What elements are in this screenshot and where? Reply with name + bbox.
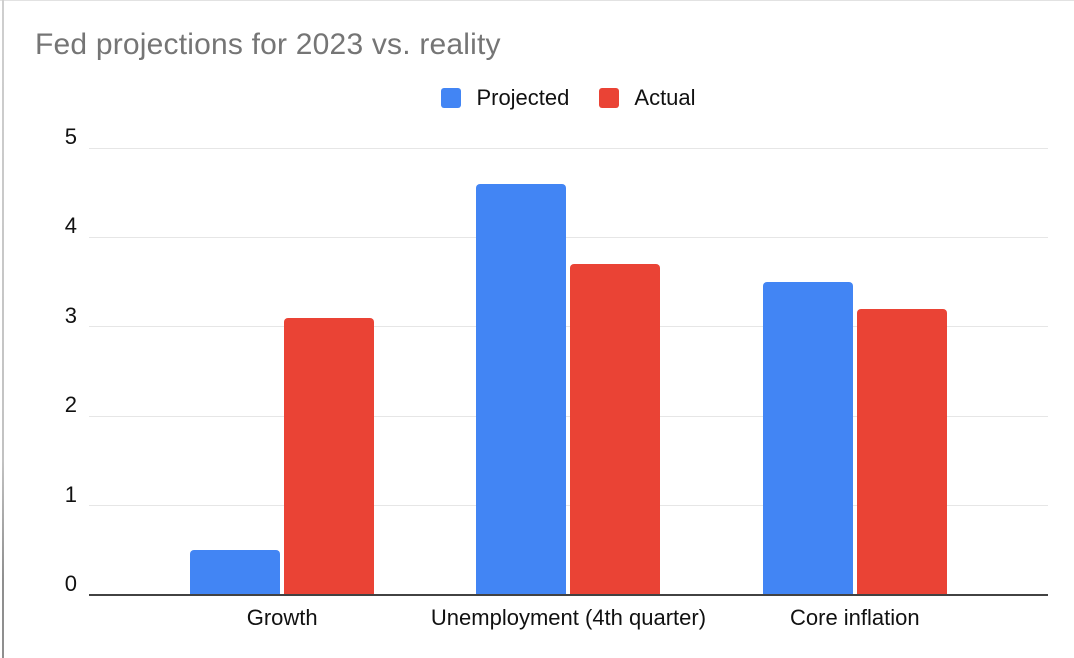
y-tick-label: 3 [64, 302, 77, 328]
x-axis-line [89, 594, 1048, 596]
bars-area [139, 148, 998, 595]
bar-group [139, 148, 425, 595]
gridline [89, 415, 1048, 417]
y-tick-label: 4 [64, 213, 77, 239]
gridline [89, 505, 1048, 507]
x-axis-labels: Growth Unemployment (4th quarter) Core inf… [139, 605, 998, 631]
bar-projected-0[interactable] [190, 550, 281, 595]
bar-group [425, 148, 711, 595]
legend-swatch-icon [599, 88, 620, 108]
window-edge-left [2, 0, 4, 658]
chart-title: Fed projections for 2023 vs. reality [35, 28, 501, 61]
legend-item-projected[interactable]: Projected [441, 85, 569, 111]
plot-area: 0 1 2 3 4 5 [65, 126, 1048, 596]
legend-swatch-icon [441, 88, 462, 108]
bar-projected-2[interactable] [762, 282, 853, 595]
gridline [89, 236, 1048, 238]
y-tick-label: 2 [64, 392, 77, 418]
x-axis-label: Growth [246, 605, 318, 630]
x-axis-label: Core inflation [790, 605, 920, 630]
legend-label: Projected [476, 85, 570, 110]
y-tick-label: 5 [64, 124, 77, 149]
x-axis-label: Unemployment (4th quarter) [430, 605, 707, 630]
legend-label: Actual [634, 85, 696, 110]
gridline [89, 326, 1048, 328]
bar-group [712, 148, 998, 595]
bar-actual-2[interactable] [856, 308, 947, 595]
y-tick-label: 0 [64, 571, 77, 596]
legend-item-actual[interactable]: Actual [599, 85, 696, 111]
bar-actual-0[interactable] [284, 317, 375, 595]
chart-legend: Projected Actual [89, 85, 1048, 111]
gridline [89, 147, 1048, 149]
bar-actual-1[interactable] [570, 264, 661, 595]
y-tick-label: 1 [64, 481, 77, 507]
bar-projected-1[interactable] [476, 183, 567, 595]
window-edge-top [0, 0, 1074, 1]
